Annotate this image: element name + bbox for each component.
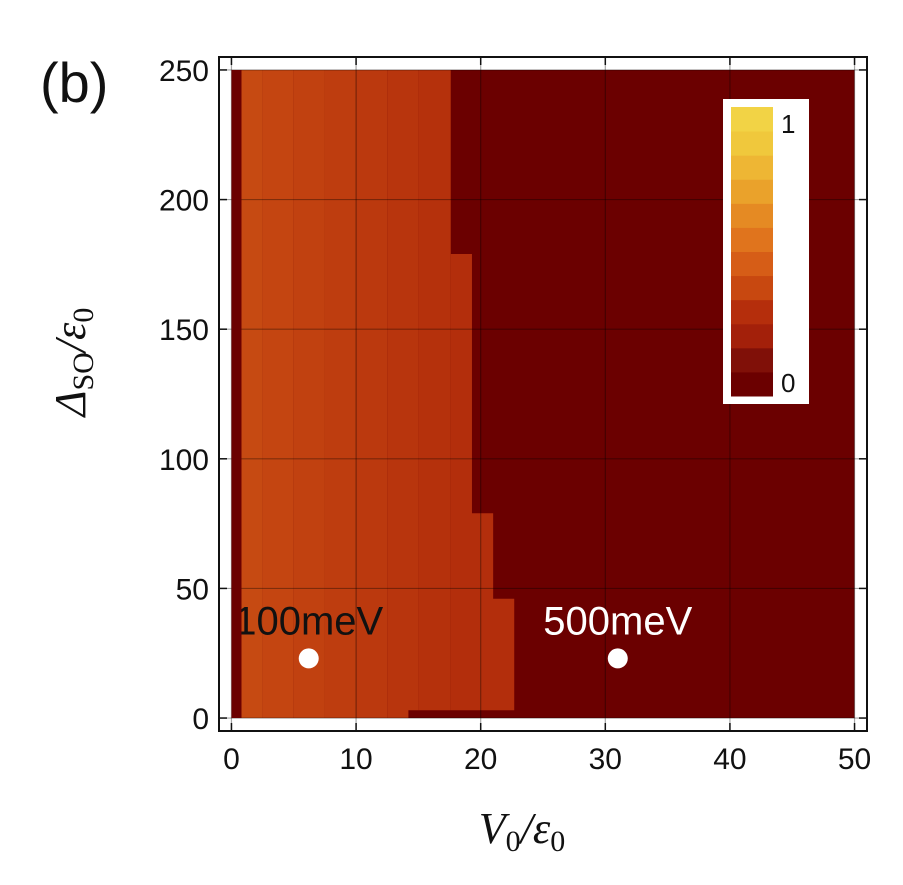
x-tick-label: 30 (589, 743, 622, 776)
x-tick-label: 40 (713, 743, 746, 776)
heatmap-cell-column (241, 69, 263, 719)
heatmap-cell-column (356, 69, 388, 719)
colorbar-min-label: 0 (781, 368, 795, 398)
y-axis-title: ΔSO/ε0 (46, 308, 100, 419)
colorbar-legend: 10 (723, 99, 809, 404)
colorbar-step (731, 227, 773, 252)
colorbar-step (731, 251, 773, 277)
x-tick-label: 0 (223, 743, 240, 776)
point-label: 100meV (234, 599, 383, 643)
y-tick-label: 0 (192, 703, 209, 736)
y-tick-label: 150 (159, 314, 209, 347)
heatmap-region-low (231, 69, 242, 719)
heatmap-cell-column (387, 69, 419, 719)
colorbar-step (731, 371, 773, 397)
heatmap-cell-column (324, 69, 357, 719)
colorbar-step (731, 299, 773, 325)
colorbar-step (731, 347, 773, 373)
data-point (298, 648, 319, 669)
heatmap-cell-column (418, 69, 451, 719)
colorbar-step (731, 275, 773, 301)
plot-frame (218, 56, 868, 732)
annotation-points: 100meV 500meV (234, 599, 693, 669)
panel-label: (b) (40, 51, 108, 114)
heatmap-cell-column (293, 69, 325, 719)
colorbar-max-label: 1 (781, 109, 795, 139)
x-axis-title: V0/ε0 (479, 804, 565, 858)
y-tick-label: 50 (176, 573, 209, 606)
data-point (607, 648, 628, 669)
x-tick-label: 50 (838, 743, 871, 776)
x-tick-label: 10 (339, 743, 372, 776)
point-label: 500meV (543, 599, 692, 643)
heatmap-cell-column (262, 69, 294, 719)
colorbar-step (731, 323, 773, 349)
y-tick-label: 250 (159, 55, 209, 88)
y-tick-label: 200 (159, 185, 209, 218)
colorbar-step (731, 203, 773, 228)
colorbar-step (731, 179, 773, 204)
x-tick-label: 20 (464, 743, 497, 776)
colorbar-step (731, 107, 773, 132)
colorbar-step (731, 131, 773, 156)
y-tick-label: 100 (159, 444, 209, 477)
colorbar-step (731, 155, 773, 180)
